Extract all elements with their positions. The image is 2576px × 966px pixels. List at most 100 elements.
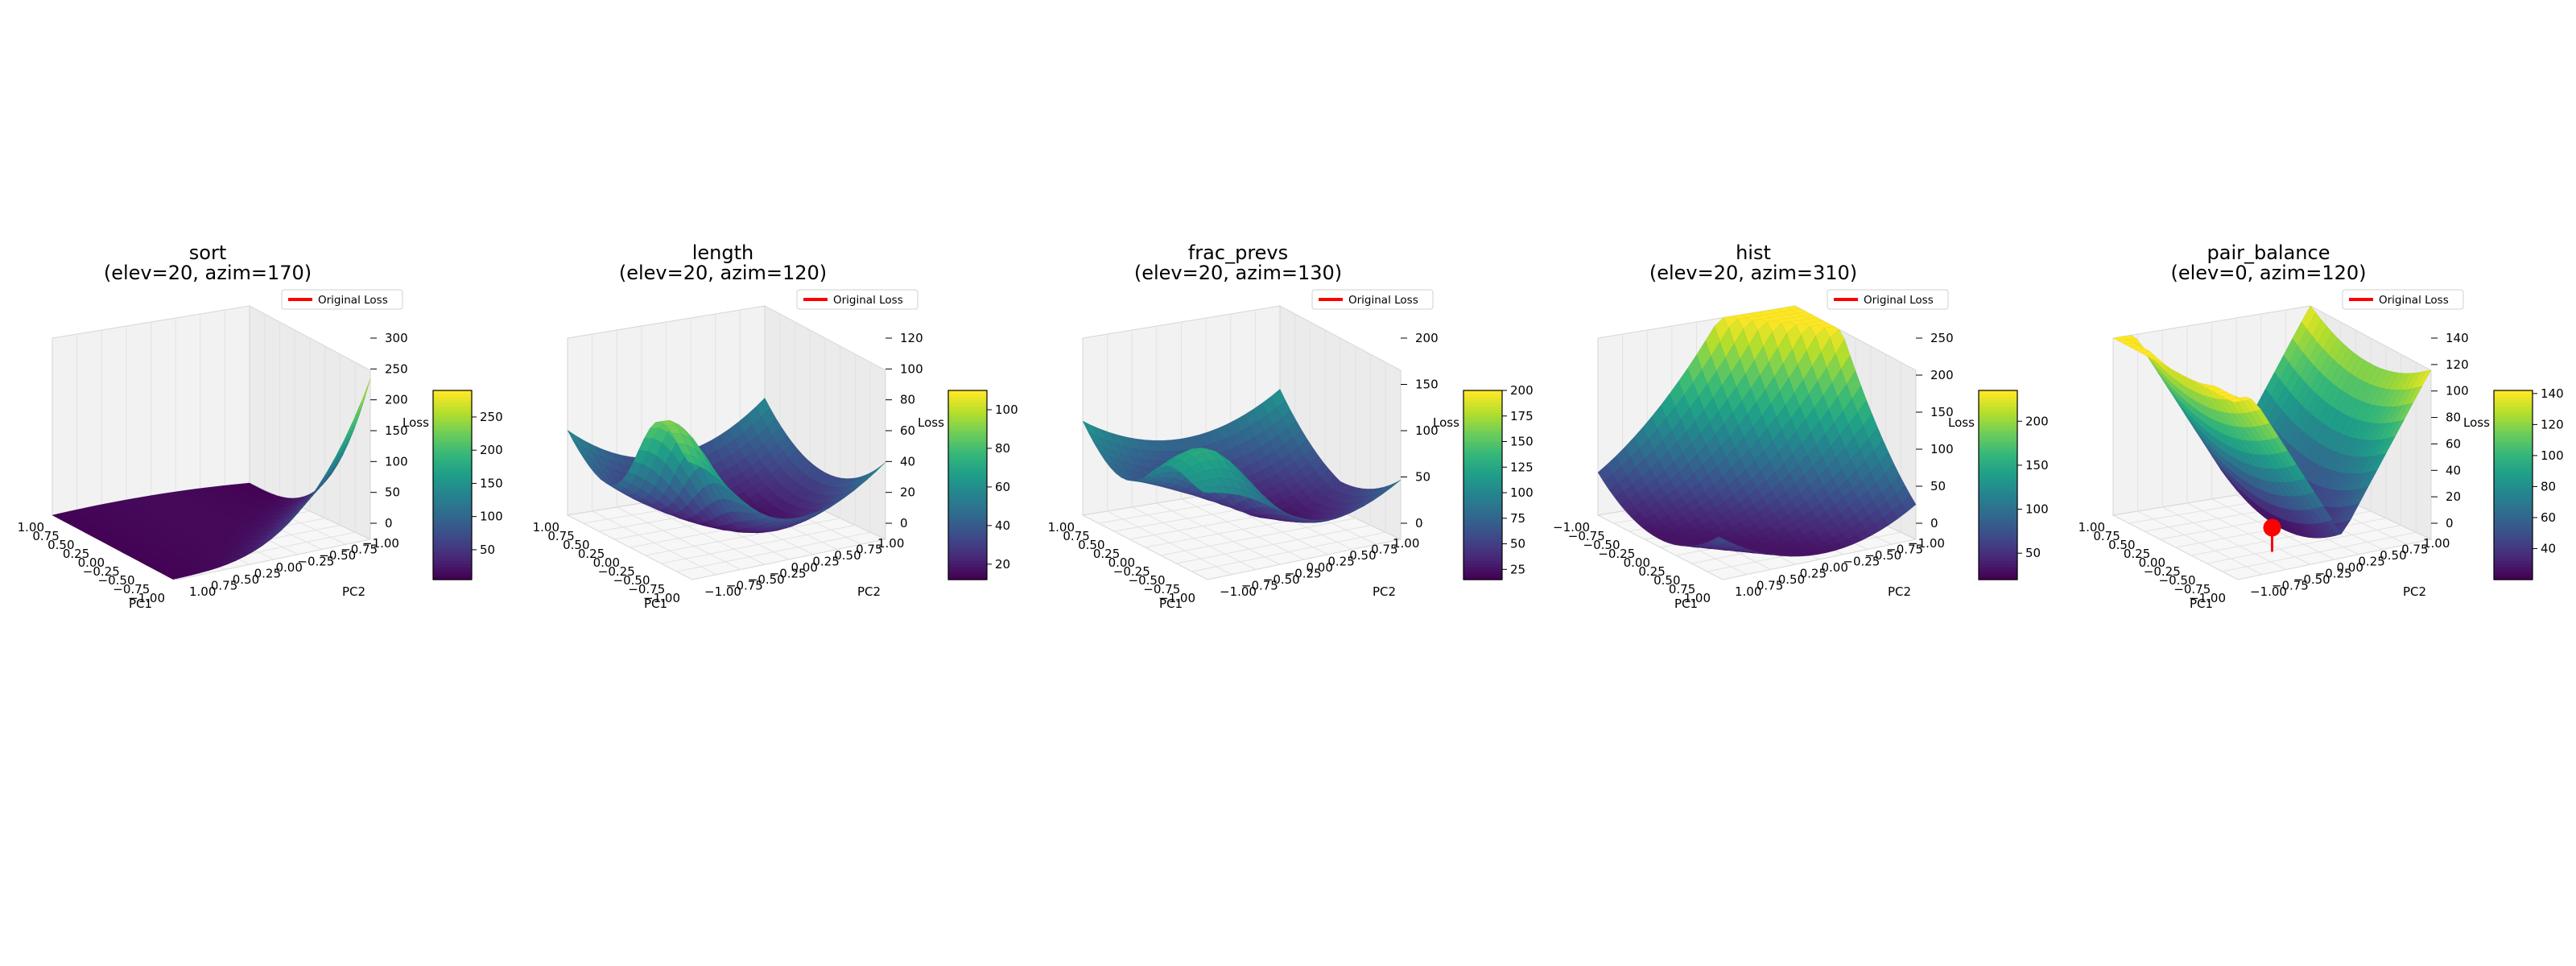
y-tick-label: −0.50 — [1864, 548, 1901, 563]
x-tick-label: −1.00 — [128, 591, 165, 605]
legend: Original Loss — [281, 289, 403, 310]
colorbar-segment — [1979, 535, 2017, 539]
x-tick-label: 0.50 — [2108, 538, 2135, 552]
y-tick-label: 1.00 — [2423, 536, 2450, 551]
z-axis-label: Loss — [918, 415, 944, 430]
gridline — [1176, 525, 1371, 564]
colorbar-tick-label: 20 — [995, 557, 1010, 572]
colorbar-segment — [2494, 522, 2533, 527]
x-tick-label: −0.75 — [1143, 582, 1180, 597]
original-loss-point — [2263, 518, 2281, 537]
colorbar-segment — [1463, 513, 1502, 518]
y-axis-label: PC2 — [342, 584, 365, 599]
z-tick-label: 200 — [1415, 331, 1439, 345]
y-tick-label: 1.00 — [877, 536, 904, 551]
colorbar-segment — [1979, 576, 2017, 580]
colorbar-segment — [948, 501, 987, 505]
y-tick-label: 0.25 — [1327, 555, 1354, 569]
legend-box — [1311, 289, 1434, 310]
z-tick-label: 120 — [900, 331, 923, 345]
z-tick-label: 100 — [2446, 384, 2469, 398]
colorbar-segment — [948, 547, 987, 552]
colorbar-segment — [1979, 481, 2017, 486]
colorbar-segment — [2494, 547, 2533, 552]
colorbar-segment — [1979, 393, 2017, 398]
colorbar-segment — [1979, 475, 2017, 480]
x-tick-label: −0.50 — [613, 573, 650, 588]
colorbar-segment — [2494, 564, 2533, 568]
chart-subtitle: (elev=20, azim=170) — [104, 262, 312, 284]
x-tick-label: 0.75 — [547, 529, 574, 543]
y-axis: 1.000.750.500.250.00−0.25−0.50−0.75−1.00… — [1735, 536, 1945, 599]
x-tick-label: −0.25 — [598, 564, 635, 579]
z-axis: 0 20 40 60 80 100 120 140 Loss — [2431, 331, 2490, 530]
colorbar-segment — [948, 564, 987, 568]
colorbar-tick-label: 60 — [2541, 510, 2556, 525]
colorbar-segment — [433, 488, 472, 492]
surface-facet — [1712, 536, 1728, 544]
z-axis-label: Loss — [1948, 415, 1975, 430]
colorbar-segment — [2494, 406, 2533, 411]
x-tick-label: 0.75 — [2093, 529, 2120, 543]
colorbar-segment — [948, 488, 987, 492]
colorbar: 20 40 60 80 100 — [947, 390, 1018, 580]
colorbar-segment — [1979, 570, 2017, 574]
colorbar-segment — [2494, 422, 2533, 426]
colorbar-tick-label: 100 — [2025, 502, 2049, 517]
y-tick-label: −0.50 — [748, 572, 785, 587]
colorbar-segment — [1979, 557, 2017, 562]
colorbar-segment — [948, 415, 987, 419]
colorbar-frame — [1978, 390, 2018, 580]
colorbar-segment — [1979, 431, 2017, 436]
x-tick-label: 0.00 — [1624, 555, 1650, 570]
z-tick-label: 200 — [385, 393, 408, 407]
colorbar-segment — [433, 460, 472, 464]
colorbar-segment — [433, 544, 472, 549]
colorbar-segment — [1979, 402, 2017, 407]
chart-panel-frac_prevs: frac_prevs(elev=20, azim=130) Original Lo… — [1048, 242, 1534, 611]
colorbar-segment — [1463, 475, 1502, 480]
x-tick-label: 1.00 — [18, 520, 44, 535]
chart-title: hist — [1736, 242, 1771, 264]
colorbar-tick-label: 140 — [2541, 386, 2564, 401]
colorbar-segment — [1979, 529, 2017, 533]
colorbar-tick-label: 150 — [2025, 458, 2049, 473]
colorbar-segment — [433, 422, 472, 426]
colorbar-segment — [2494, 440, 2533, 445]
colorbar: 50 100 150 200 — [1978, 390, 2049, 580]
colorbar-segment — [948, 481, 987, 486]
colorbar-segment — [2494, 444, 2533, 448]
colorbar-segment — [1463, 497, 1502, 502]
colorbar-segment — [433, 412, 472, 416]
colorbar-segment — [948, 570, 987, 574]
gridline — [2222, 531, 2417, 572]
colorbar-tick-label: 50 — [480, 543, 495, 557]
colorbar-segment — [948, 494, 987, 498]
z-tick-label: 50 — [1415, 470, 1430, 485]
y-tick-label: −0.25 — [1285, 567, 1322, 581]
y-tick-label: −0.75 — [726, 579, 763, 593]
colorbar-segment — [433, 434, 472, 439]
y-axis-label: PC2 — [1373, 584, 1396, 599]
colorbar-segment — [2494, 576, 2533, 580]
surface-facet — [167, 574, 183, 580]
z-tick-label: 150 — [1415, 378, 1439, 392]
colorbar-segment — [1463, 504, 1502, 508]
x-tick-label: 1.00 — [1048, 520, 1075, 535]
colorbar-segment — [1463, 532, 1502, 536]
colorbar-segment — [1463, 466, 1502, 470]
colorbar-segment — [948, 460, 987, 464]
y-tick-label: −0.25 — [297, 555, 334, 569]
colorbar-segment — [1463, 510, 1502, 514]
colorbar-segment — [433, 402, 472, 407]
y-tick-label: −0.25 — [2315, 567, 2352, 581]
colorbar-segment — [1979, 497, 2017, 502]
legend-label: Original Loss — [833, 294, 903, 307]
colorbar-segment — [948, 447, 987, 452]
colorbar-segment — [1463, 422, 1502, 426]
y-tick-label: 0.50 — [2380, 548, 2406, 563]
colorbar-tick-label: 100 — [480, 510, 503, 524]
z-axis: 0 50 100 150 200 250 Loss — [1916, 331, 1975, 530]
colorbar-tick-label: 100 — [995, 402, 1018, 417]
x-tick-label: −1.00 — [2189, 591, 2226, 605]
